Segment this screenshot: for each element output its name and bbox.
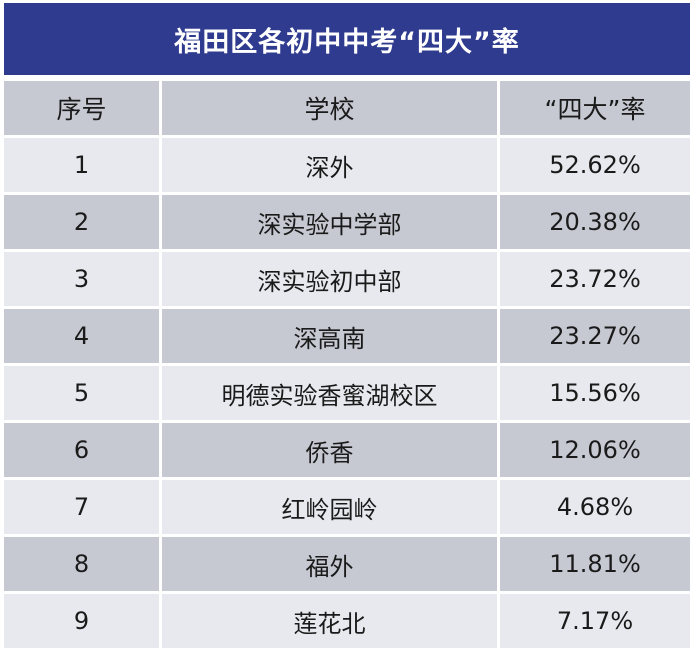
row-index: 1 [4,138,159,192]
row-school: 深实验中学部 [159,195,497,249]
row-rate: 23.27% [497,309,690,363]
row-index: 4 [4,309,159,363]
row-index: 3 [4,252,159,306]
row-school: 侨香 [159,423,497,477]
table-row: 4 深高南 23.27% [4,309,690,363]
row-rate: 7.17% [497,594,690,648]
table-row: 1 深外 52.62% [4,138,690,192]
row-rate: 23.72% [497,252,690,306]
row-school: 福外 [159,537,497,591]
row-school: 明德实验香蜜湖校区 [159,366,497,420]
table-row: 6 侨香 12.06% [4,423,690,477]
row-rate: 52.62% [497,138,690,192]
table-title: 福田区各初中中考“四大”率 [4,3,690,75]
row-index: 8 [4,537,159,591]
table-row: 2 深实验中学部 20.38% [4,195,690,249]
header-school: 学校 [159,81,497,135]
table-row: 8 福外 11.81% [4,537,690,591]
row-rate: 12.06% [497,423,690,477]
row-school: 深高南 [159,309,497,363]
row-rate: 11.81% [497,537,690,591]
rate-table: 序号 学校 “四大”率 1 深外 52.62% 2 深实验中学部 20.38% … [4,78,690,651]
table-row: 3 深实验初中部 23.72% [4,252,690,306]
table-row: 7 红岭园岭 4.68% [4,480,690,534]
row-index: 6 [4,423,159,477]
header-row: 序号 学校 “四大”率 [4,81,690,135]
row-school: 莲花北 [159,594,497,648]
row-index: 5 [4,366,159,420]
row-rate: 4.68% [497,480,690,534]
table-row: 9 莲花北 7.17% [4,594,690,648]
row-rate: 20.38% [497,195,690,249]
header-index: 序号 [4,81,159,135]
table-row: 5 明德实验香蜜湖校区 15.56% [4,366,690,420]
row-rate: 15.56% [497,366,690,420]
row-index: 9 [4,594,159,648]
table-sheet: 福田区各初中中考“四大”率 序号 学校 “四大”率 1 深外 52.62% 2 … [4,3,690,655]
row-school: 红岭园岭 [159,480,497,534]
row-index: 7 [4,480,159,534]
row-school: 深外 [159,138,497,192]
header-rate: “四大”率 [497,81,690,135]
row-index: 2 [4,195,159,249]
row-school: 深实验初中部 [159,252,497,306]
